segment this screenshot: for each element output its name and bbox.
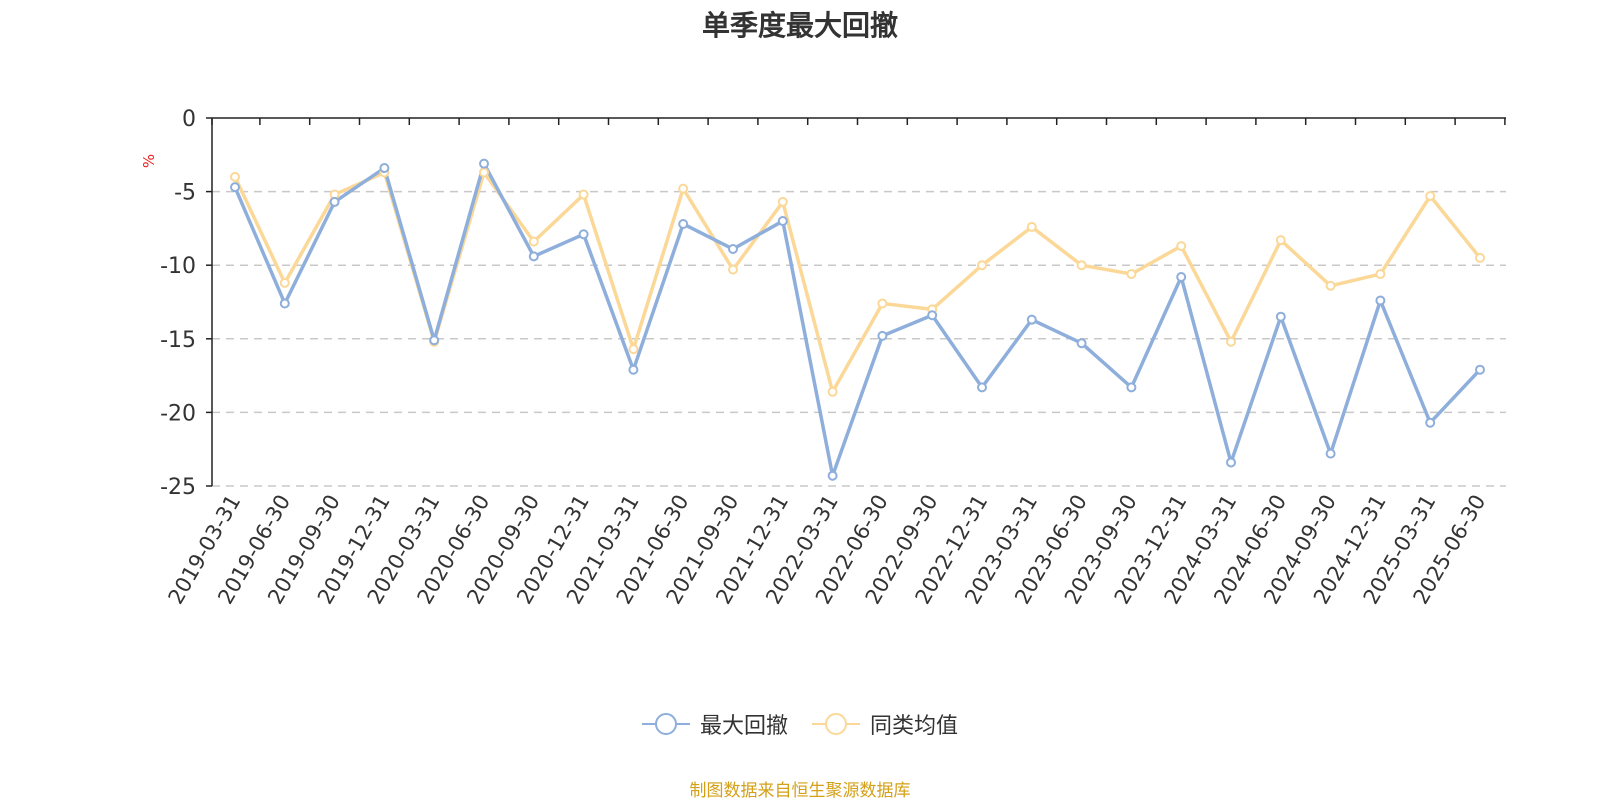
series-lines xyxy=(233,161,1482,478)
series-1-point xyxy=(1325,448,1336,459)
legend-label-series-2: 同类均值 xyxy=(870,714,959,739)
series-1-point xyxy=(877,330,888,341)
legend: 最大回撤 同类均值 xyxy=(0,708,1600,740)
series-2-point xyxy=(628,344,639,355)
series-1-point xyxy=(728,244,738,255)
x-tick-labels: 2019-03-312019-06-302019-09-302019-12-31… xyxy=(164,490,1491,608)
series-2-point xyxy=(1176,241,1187,252)
y-tick-label: -5 xyxy=(174,181,196,206)
series-1-point xyxy=(1126,382,1137,393)
y-tick-label: -25 xyxy=(160,475,196,500)
series-2-point xyxy=(230,171,240,182)
series-2-point xyxy=(1325,280,1336,291)
series-2-point xyxy=(977,260,987,271)
series-2-point xyxy=(1375,269,1386,280)
data-source-note: 制图数据来自恒生聚源数据库 xyxy=(689,781,911,801)
series-2-point xyxy=(578,189,589,200)
y-tick-label: 0 xyxy=(182,107,196,132)
series-1-point xyxy=(528,251,539,262)
series-2-point xyxy=(678,183,689,194)
legend-item-series-2[interactable]: 同类均值 xyxy=(812,708,958,740)
series-2-point xyxy=(1026,221,1037,232)
series-1-point xyxy=(977,382,987,393)
series-1-point xyxy=(230,182,240,193)
legend-item-series-1[interactable]: 最大回撤 xyxy=(641,708,788,740)
series-2-point xyxy=(777,196,788,207)
series-1-point xyxy=(1375,295,1386,306)
series-points xyxy=(230,158,1485,481)
series-2-point xyxy=(279,277,290,288)
series-1-point xyxy=(777,216,788,227)
series-line-2 xyxy=(233,170,1482,394)
series-2-point xyxy=(1275,235,1286,246)
series-2-point xyxy=(877,298,888,309)
series-1-point xyxy=(429,335,440,346)
series-1-point xyxy=(827,470,838,481)
series-2-point xyxy=(1126,269,1137,280)
series-1-point xyxy=(1176,271,1187,282)
series-1-point xyxy=(1425,417,1436,428)
series-1-point xyxy=(1076,338,1087,349)
y-tick-label: -15 xyxy=(160,328,196,353)
series-1-point xyxy=(379,163,390,174)
series-1-point xyxy=(1026,314,1037,325)
series-1-point xyxy=(479,158,489,169)
series-2-point xyxy=(1226,336,1236,347)
series-2-point xyxy=(1076,260,1087,271)
y-tick-labels: 0 -5 -10 -15 -20 -25 xyxy=(160,107,196,500)
series-2-point xyxy=(528,236,539,247)
axes xyxy=(206,117,1506,487)
series-1-point xyxy=(628,364,639,375)
series-1-point xyxy=(279,298,290,309)
series-1-point xyxy=(1226,457,1236,468)
grid-lines xyxy=(212,190,1506,487)
legend-swatch-series-1 xyxy=(641,713,690,735)
series-1-point xyxy=(678,218,689,229)
line-chart: 0 -5 -10 -15 -20 -25 2019-03-312019-06-302019… xyxy=(160,107,1506,608)
series-2-point xyxy=(728,264,738,275)
series-1-point xyxy=(578,229,589,240)
series-1-point xyxy=(1275,311,1286,322)
y-tick-label: -20 xyxy=(160,401,196,426)
y-tick-label: -10 xyxy=(160,254,196,279)
legend-label-series-1: 最大回撤 xyxy=(699,714,788,739)
series-1-point xyxy=(329,196,340,207)
chart-title: 单季度最大回撤 xyxy=(701,9,898,42)
series-2-point xyxy=(1425,191,1436,202)
legend-swatch-series-2 xyxy=(812,713,860,735)
series-2-point xyxy=(1475,252,1485,263)
series-2-point xyxy=(827,386,838,397)
series-1-point xyxy=(1475,364,1485,375)
series-line-1 xyxy=(233,161,1482,478)
series-2-point xyxy=(479,167,489,178)
series-1-point xyxy=(927,310,938,321)
